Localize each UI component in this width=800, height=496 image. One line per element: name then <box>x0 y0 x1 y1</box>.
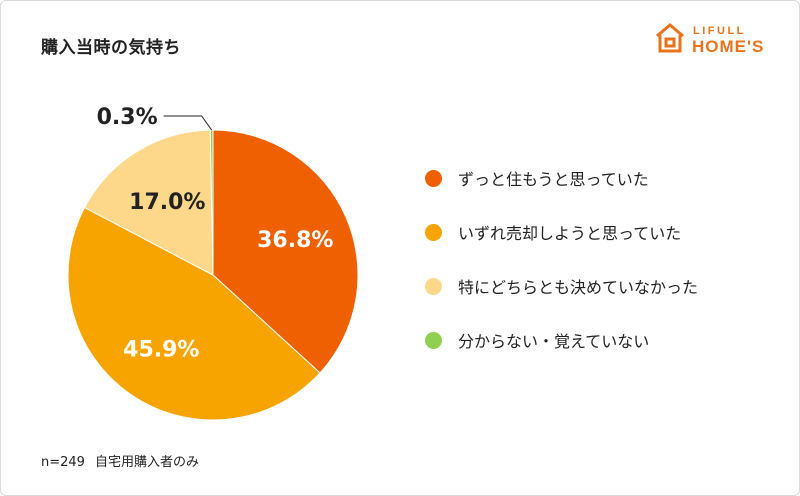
slice-label: 36.8% <box>257 228 333 253</box>
house-icon <box>656 23 684 53</box>
legend-label: 分からない・覚えていない <box>458 332 650 351</box>
slice-label: 45.9% <box>123 338 199 363</box>
legend-swatch <box>425 277 442 295</box>
sample-size: n=249 <box>41 455 85 470</box>
legend-swatch <box>425 331 442 349</box>
legend: ずっと住もうと思っていた いずれ売却しようと思っていた 特にどちらとも決めていな… <box>425 151 698 367</box>
chart-title: 購入当時の気持ち <box>41 38 181 58</box>
legend-item: 分からない・覚えていない <box>425 313 698 367</box>
slice-label: 17.0% <box>129 190 205 215</box>
pie-slice <box>83 129 214 276</box>
legend-item: いずれ売却しようと思っていた <box>425 205 698 259</box>
brand-logo: LIFULL HOME'S <box>653 21 783 63</box>
legend-item: 特にどちらとも決めていなかった <box>425 259 698 313</box>
logo-text-bottom: HOME'S <box>692 37 765 56</box>
pie-slice <box>212 129 359 374</box>
pie-slice <box>67 206 321 421</box>
slice-label: 0.3% <box>97 105 158 130</box>
legend-item: ずっと住もうと思っていた <box>425 151 698 205</box>
pie-slice <box>209 129 214 276</box>
logo-text-top: LIFULL <box>693 25 746 37</box>
legend-label: いずれ売却しようと思っていた <box>458 224 682 243</box>
legend-label: ずっと住もうと思っていた <box>458 170 649 189</box>
legend-swatch <box>425 169 442 187</box>
legend-swatch <box>425 223 442 241</box>
footnote-note: 自宅用購入者のみ <box>94 455 199 470</box>
footnote: n=249 自宅用購入者のみ <box>41 451 199 470</box>
legend-label: 特にどちらとも決めていなかった <box>458 278 699 297</box>
leader-line <box>163 115 213 131</box>
